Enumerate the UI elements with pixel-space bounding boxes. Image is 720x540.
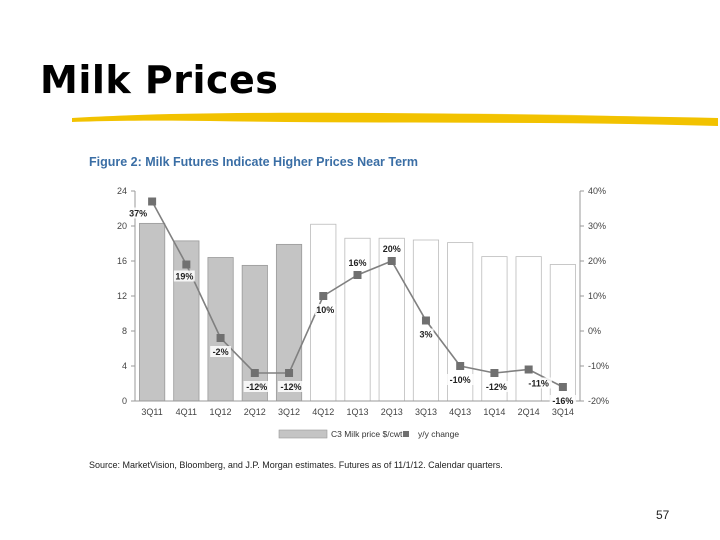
- right-tick-label: -10%: [588, 361, 609, 371]
- yoy-marker-3Q11: [148, 197, 157, 206]
- data-label-3Q13: 3%: [419, 330, 432, 340]
- x-tick-label: 3Q12: [278, 407, 300, 417]
- yoy-marker-3Q13: [421, 316, 430, 325]
- bar-1Q14: [481, 256, 508, 402]
- data-label-bg: [347, 257, 368, 268]
- x-tick-label: 3Q11: [141, 407, 162, 417]
- data-label-bg: [277, 381, 305, 392]
- right-tick-label: 40%: [588, 186, 606, 196]
- data-label-bg: [127, 207, 149, 219]
- data-label-4Q13: -10%: [450, 375, 471, 385]
- data-label-1Q13: 16%: [348, 258, 366, 268]
- x-tick-label: 1Q12: [210, 407, 232, 417]
- yoy-marker-3Q12: [285, 369, 294, 377]
- source-note: Source: MarketVision, Bloomberg, and J.P…: [89, 460, 503, 470]
- page-number: 57: [656, 508, 670, 522]
- data-label-bg: [446, 374, 474, 385]
- x-tick-label: 2Q12: [244, 407, 266, 417]
- bar-2Q13: [378, 237, 405, 402]
- data-label-bg: [173, 270, 195, 282]
- data-label-1Q12: -2%: [213, 347, 229, 357]
- left-tick-label: 8: [122, 326, 127, 336]
- yoy-marker-1Q13: [353, 271, 362, 279]
- left-tick-label: 16: [117, 256, 127, 266]
- right-tick-label: 0%: [588, 326, 601, 336]
- yoy-marker-2Q14: [524, 365, 533, 374]
- data-label-4Q11: 19%: [175, 272, 193, 282]
- left-tick-label: 12: [117, 291, 127, 301]
- data-label-2Q14: -11%: [528, 379, 549, 389]
- yoy-marker-2Q12: [250, 369, 259, 377]
- data-label-2Q13: 20%: [383, 244, 401, 254]
- milk-price-chart: 0 4 8 12 16 20 24 -20% -10% 0% 10% 20% 30% 40% 3Q11 4Q1…: [117, 186, 609, 439]
- bar-1Q12: [207, 257, 234, 402]
- bar-3Q12: [275, 243, 303, 402]
- data-label-2Q12: -12%: [246, 382, 267, 392]
- yoy-marker-1Q12: [216, 334, 225, 342]
- data-label-1Q14: -12%: [486, 382, 507, 392]
- data-label-bg: [525, 377, 552, 389]
- x-tick-label: 1Q14: [483, 407, 505, 417]
- left-tick-label: 20: [117, 221, 127, 231]
- data-label-bg: [243, 381, 271, 392]
- data-label-bg: [381, 243, 403, 254]
- title-underline-brushstroke: [72, 112, 718, 126]
- bar-2Q12: [241, 264, 268, 402]
- left-tick-label: 4: [122, 361, 127, 371]
- data-label-3Q11: 37%: [129, 209, 147, 219]
- right-tick-label: 20%: [588, 256, 606, 266]
- right-tick-label: 30%: [588, 221, 606, 231]
- right-tick-label: -20%: [588, 396, 609, 406]
- slide-title: Milk Prices: [40, 58, 279, 102]
- yoy-marker-2Q13: [387, 257, 396, 265]
- data-label-bg: [418, 328, 434, 340]
- x-tick-label: 2Q14: [518, 407, 540, 417]
- bar-2Q14: [515, 256, 542, 402]
- data-label-3Q14: -16%: [552, 396, 573, 406]
- yoy-marker-3Q14: [558, 383, 567, 391]
- x-tick-label: 4Q13: [449, 407, 471, 417]
- legend-line-label: y/y change: [418, 429, 459, 439]
- x-tick-label: 2Q13: [381, 407, 403, 417]
- data-label-bg: [314, 304, 336, 315]
- x-tick-label: 3Q14: [552, 407, 574, 417]
- bar-3Q11: [139, 222, 166, 402]
- yoy-marker-4Q11: [182, 260, 191, 269]
- data-label-4Q12: 10%: [316, 305, 334, 315]
- x-tick-label: 4Q11: [176, 407, 197, 417]
- yoy-marker-1Q14: [490, 369, 499, 377]
- left-tick-label: 24: [117, 186, 127, 196]
- legend-bar-label: C3 Milk price $/cwt: [331, 429, 403, 439]
- data-label-bg: [549, 395, 577, 406]
- x-tick-label: 4Q12: [312, 407, 334, 417]
- yoy-marker-4Q12: [319, 292, 328, 300]
- figure-title: Figure 2: Milk Futures Indicate Higher P…: [89, 155, 419, 169]
- x-tick-label: 3Q13: [415, 407, 437, 417]
- yoy-marker-4Q13: [456, 362, 465, 370]
- data-label-bg: [483, 381, 510, 392]
- data-label-3Q12: -12%: [281, 382, 302, 392]
- legend-line-marker: [403, 431, 409, 437]
- bar-3Q14: [549, 264, 576, 402]
- right-tick-label: 10%: [588, 291, 606, 301]
- legend-bar-swatch: [278, 429, 328, 439]
- x-tick-label: 1Q13: [346, 407, 368, 417]
- data-label-bg: [210, 346, 231, 357]
- left-tick-label: 0: [122, 396, 127, 406]
